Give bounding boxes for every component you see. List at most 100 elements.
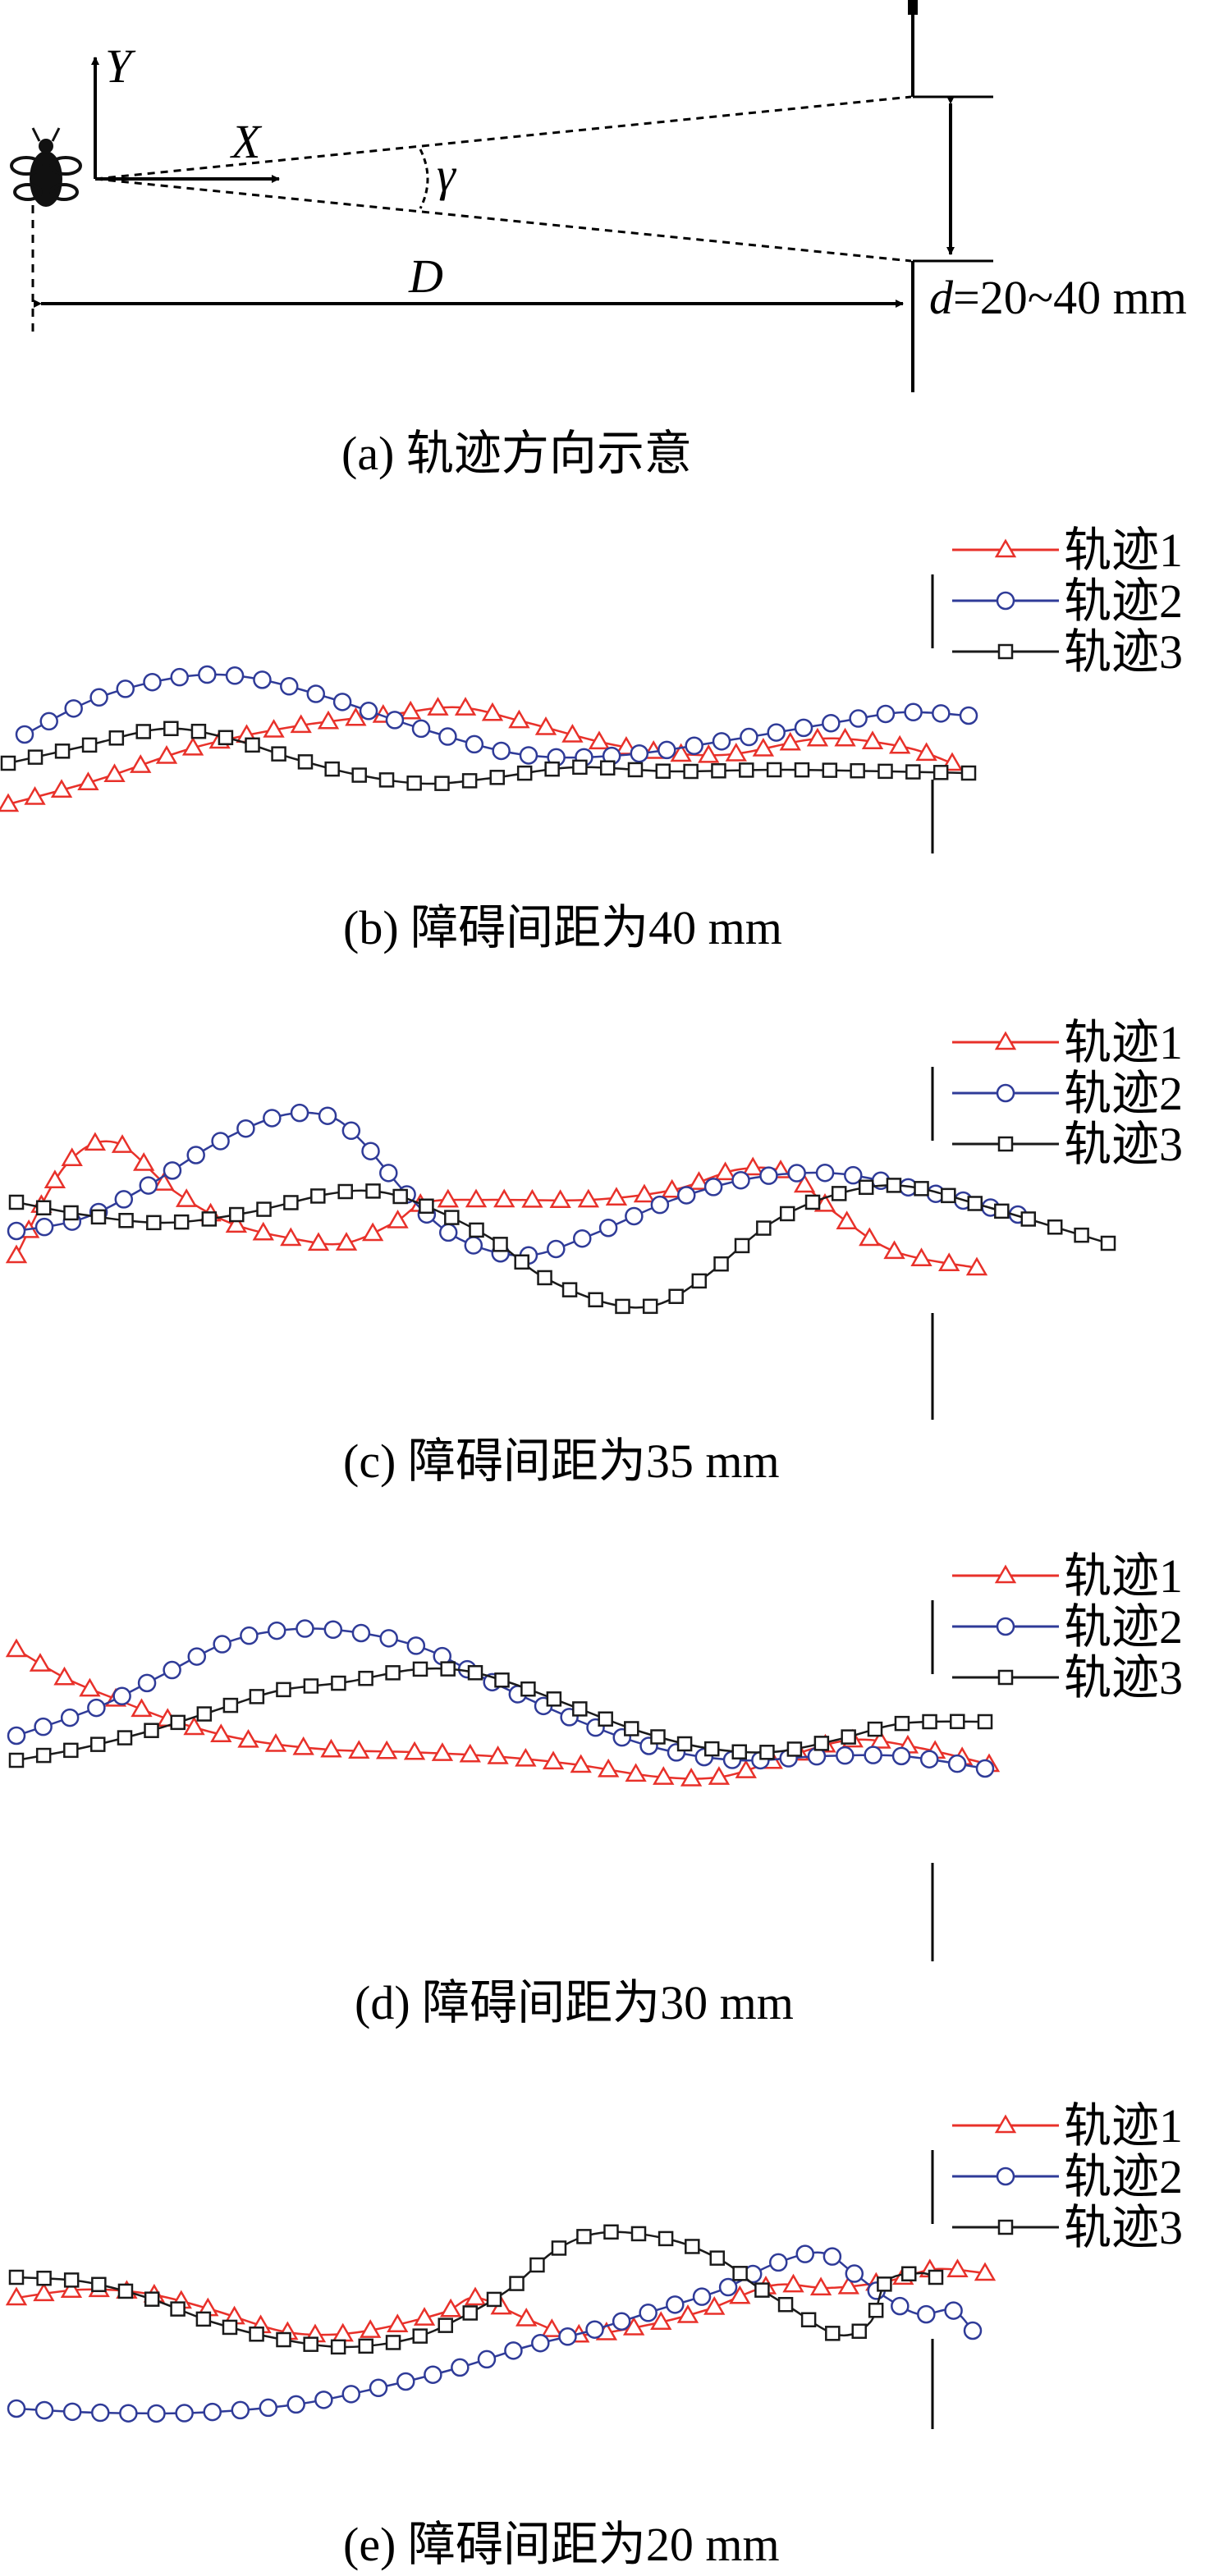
trajectory-marker	[941, 1187, 956, 1204]
trajectory-marker	[175, 2404, 194, 2423]
trajectory-marker	[891, 2296, 910, 2316]
trajectory-marker	[633, 1183, 656, 1203]
trajectory-marker	[492, 741, 511, 761]
trajectory-marker	[292, 1736, 314, 1755]
trajectory-marker	[36, 2270, 52, 2286]
trajectory-marker	[494, 1672, 510, 1688]
trajectory-marker	[424, 2365, 442, 2384]
legend-marker	[996, 1617, 1015, 1636]
legend-label: 轨迹2	[1064, 1600, 1183, 1654]
trajectory-marker	[280, 677, 299, 696]
trajectory-marker	[462, 2305, 479, 2321]
trajectory-marker	[153, 1172, 175, 1191]
trajectory-marker	[7, 1726, 26, 1746]
trajectory-marker	[493, 1188, 515, 1208]
trajectory-marker	[331, 1675, 346, 1691]
trajectory-marker	[886, 1178, 902, 1193]
trajectory-marker	[928, 2269, 944, 2285]
trajectory-marker	[877, 2276, 892, 2292]
trajectory-marker	[994, 1203, 1010, 1219]
trajectory-marker	[779, 731, 801, 751]
trajectory-marker	[691, 1273, 708, 1289]
trajectory-marker	[493, 1237, 508, 1252]
trajectory-marker	[112, 1686, 131, 1706]
legend-marker	[997, 1669, 1014, 1686]
trajectory-marker	[742, 1156, 764, 1176]
trajectory-marker	[627, 762, 644, 778]
trajectory-marker	[904, 702, 923, 722]
series-track3	[8, 2224, 944, 2355]
trajectory-marker	[114, 1190, 134, 1209]
legend-marker	[997, 2219, 1014, 2235]
trajectory-marker	[119, 2404, 138, 2423]
trajectory-marker	[15, 725, 34, 744]
trajectory-marker	[412, 1661, 428, 1677]
trajectory-marker	[469, 1222, 484, 1238]
trajectory-marker	[163, 1161, 182, 1180]
legend-marker	[997, 643, 1014, 660]
trajectory-marker	[585, 2320, 604, 2339]
trajectory-marker	[836, 1746, 855, 1765]
legend-marker	[996, 1083, 1015, 1103]
trajectory-marker	[201, 1211, 218, 1227]
trajectory-marker	[868, 2303, 884, 2318]
trajectory-marker	[411, 719, 431, 739]
trajectory-marker	[977, 1714, 993, 1730]
trajectory-marker	[117, 2283, 134, 2299]
trajectory-marker	[283, 1195, 299, 1210]
trajectory-marker	[666, 2295, 685, 2314]
trajectory-marker	[225, 1214, 248, 1233]
trajectory-marker	[392, 1188, 408, 1205]
trajectory-marker	[303, 1678, 319, 1694]
trajectory-marker	[577, 1188, 600, 1208]
legend-marker	[994, 1564, 1017, 1584]
trajectory-marker	[271, 746, 286, 762]
trajectory-marker	[240, 1626, 259, 1645]
trajectory-marker	[39, 711, 58, 731]
legend-marker	[996, 591, 1015, 611]
trajectory-marker	[891, 1746, 911, 1766]
trajectory-marker	[81, 737, 98, 753]
trajectory-marker	[714, 1161, 736, 1181]
trajectory-marker	[461, 773, 478, 789]
trajectory-marker	[103, 763, 126, 782]
trajectory-marker	[341, 1121, 361, 1141]
trajectory-marker	[351, 767, 367, 783]
trajectory-marker	[850, 762, 865, 779]
trajectory-marker	[464, 2286, 487, 2306]
trajectory-marker	[170, 2301, 186, 2317]
trajectory-marker	[477, 2350, 497, 2369]
trajectory-marker	[504, 2341, 523, 2360]
trajectory-line	[16, 2251, 974, 2415]
trajectory-marker	[385, 711, 405, 730]
trajectory-marker	[658, 2231, 674, 2247]
trajectory-marker	[35, 1747, 52, 1764]
trajectory-marker	[419, 1198, 434, 1215]
trajectory-marker	[869, 1729, 891, 1749]
trajectory-marker	[267, 1621, 286, 1640]
trajectory-marker	[605, 1187, 628, 1206]
trajectory-marker	[588, 730, 611, 750]
trajectory-marker	[186, 1146, 205, 1164]
trajectory-marker	[950, 1714, 965, 1730]
trajectory-marker	[60, 2279, 83, 2299]
trajectory-marker	[804, 1194, 821, 1210]
trajectory-marker	[1074, 1227, 1089, 1243]
trajectory-marker	[256, 1201, 272, 1217]
trajectory-marker	[703, 1178, 723, 1196]
trajectory-marker	[859, 1227, 881, 1247]
series-track3	[8, 1661, 993, 1768]
angle-label: γ	[437, 148, 457, 201]
legend-label: 轨迹1	[1064, 1549, 1183, 1603]
trajectory-marker	[975, 1759, 995, 1778]
panel-d-caption: (d) 障碍间距为30 mm	[355, 1976, 794, 2029]
trajectory-marker	[84, 1132, 107, 1151]
trajectory-marker	[938, 1252, 960, 1271]
trajectory-marker	[264, 1732, 287, 1752]
trajectory-marker	[303, 2336, 318, 2352]
trajectory-marker	[263, 719, 285, 738]
legend-label: 轨迹3	[1064, 2201, 1183, 2254]
trajectory-marker	[438, 2317, 453, 2333]
